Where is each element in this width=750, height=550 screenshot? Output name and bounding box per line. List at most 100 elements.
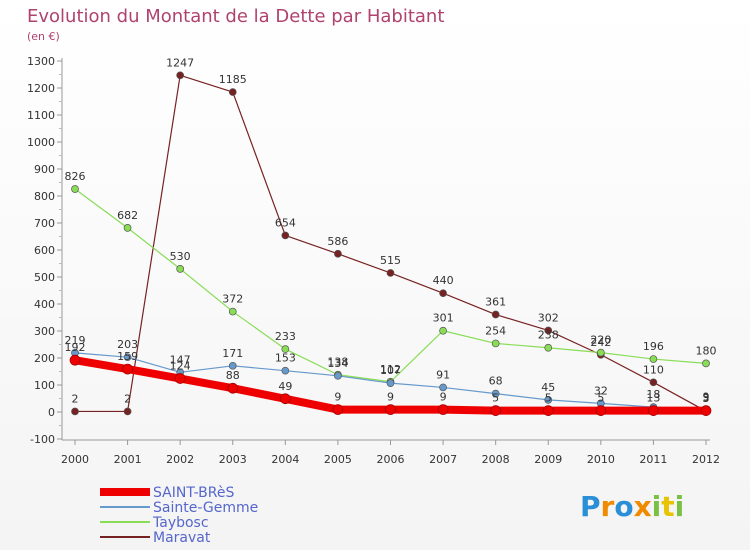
data-point xyxy=(123,353,132,362)
x-tick-label: 2012 xyxy=(692,453,720,466)
data-point xyxy=(439,326,447,335)
data-label: 107 xyxy=(380,364,401,377)
x-tick-label: 2006 xyxy=(377,453,405,466)
data-label: 1247 xyxy=(166,56,194,69)
y-tick-label: 0 xyxy=(48,406,55,419)
data-label: 49 xyxy=(278,380,292,393)
legend-label: Taybosc xyxy=(152,515,209,531)
data-label: 91 xyxy=(436,368,450,381)
data-point xyxy=(544,326,553,335)
x-tick-label: 2011 xyxy=(639,453,667,466)
y-tick-label: 1200 xyxy=(27,82,55,95)
data-label: 238 xyxy=(538,329,559,342)
x-tick-label: 2000 xyxy=(61,453,89,466)
data-point xyxy=(69,354,81,366)
data-label: 124 xyxy=(170,360,191,373)
data-label: 13 xyxy=(646,392,660,405)
x-tick-label: 2004 xyxy=(271,453,299,466)
y-tick-label: 1300 xyxy=(27,55,55,68)
data-label: 138 xyxy=(327,356,348,369)
data-label: 515 xyxy=(380,254,401,267)
data-label: 372 xyxy=(222,293,243,306)
data-label: 2 xyxy=(124,392,131,405)
series-taybosc xyxy=(71,185,710,386)
x-tick-label: 2003 xyxy=(219,453,247,466)
data-label: 9 xyxy=(334,391,341,404)
data-label: 242 xyxy=(590,336,611,349)
data-point xyxy=(491,389,500,398)
data-label: 203 xyxy=(117,338,138,351)
data-label: 5 xyxy=(597,392,604,405)
data-label: 18 xyxy=(646,388,660,401)
data-label: 32 xyxy=(594,384,608,397)
data-point xyxy=(228,88,237,96)
y-tick-label: -100 xyxy=(30,433,55,446)
x-tick-label: 2007 xyxy=(429,453,457,466)
data-point xyxy=(386,269,395,277)
data-label: 180 xyxy=(696,344,717,357)
y-tick-label: 800 xyxy=(34,190,55,203)
data-label: 9 xyxy=(703,391,710,404)
data-label: 171 xyxy=(222,347,243,360)
data-point xyxy=(490,405,502,416)
data-point xyxy=(122,363,133,375)
data-label: 112 xyxy=(380,363,401,376)
data-label: 134 xyxy=(327,357,348,370)
data-point xyxy=(227,382,239,394)
y-tick-label: 100 xyxy=(34,379,55,392)
y-tick-label: 1000 xyxy=(27,136,55,149)
data-point xyxy=(649,355,658,363)
data-label: 88 xyxy=(226,369,240,382)
data-point xyxy=(439,383,447,392)
y-ticks: -100 0 100 200 300 400 500 600 700 800 900 1000 1100… xyxy=(27,55,62,446)
data-point xyxy=(176,265,185,273)
data-label: 586 xyxy=(327,235,348,248)
chart-title: Evolution du Montant de la Dette par Hab… xyxy=(27,6,444,27)
data-label: 147 xyxy=(170,353,191,366)
data-label: 2 xyxy=(72,392,79,405)
data-point xyxy=(544,343,553,352)
data-label: 9 xyxy=(440,391,447,404)
data-label: 196 xyxy=(643,340,664,353)
x-tick-label: 2010 xyxy=(587,453,615,466)
data-point xyxy=(595,405,607,416)
data-label: 361 xyxy=(485,296,506,309)
data-label: 233 xyxy=(275,330,296,343)
data-point xyxy=(544,396,553,404)
data-point xyxy=(491,339,500,348)
x-ticks: 2000 2001 2002 2003 2004 2005 2006 2007 2008 2009… xyxy=(61,440,720,466)
data-label: 9 xyxy=(387,391,394,404)
y-tick-label: 1100 xyxy=(27,109,55,122)
watermark-text: Proxiti xyxy=(580,490,684,523)
data-point xyxy=(596,348,605,357)
y-tick-label: 200 xyxy=(34,352,55,365)
data-label: 440 xyxy=(433,274,454,287)
data-point xyxy=(123,407,132,416)
data-label: 45 xyxy=(541,381,555,394)
proxiti-logo: Proxiti xyxy=(580,490,684,523)
data-label: 192 xyxy=(65,341,86,354)
data-point xyxy=(281,366,290,375)
data-point xyxy=(386,379,395,387)
data-label: 682 xyxy=(117,209,138,222)
data-point xyxy=(123,224,132,232)
data-point xyxy=(385,404,396,415)
legend-label: SAINT-BRèS xyxy=(153,485,234,501)
data-point xyxy=(332,404,344,415)
y-tick-label: 700 xyxy=(34,217,55,230)
data-point xyxy=(439,289,447,298)
y-tick-label: 400 xyxy=(34,298,55,311)
data-label: 159 xyxy=(117,350,138,363)
data-label: 5 xyxy=(545,392,552,405)
series-layer xyxy=(69,71,712,416)
data-label: 530 xyxy=(170,250,191,263)
data-point xyxy=(281,231,290,240)
x-tick-label: 2008 xyxy=(482,453,510,466)
legend-label: Maravat xyxy=(153,530,211,546)
y-tick-label: 600 xyxy=(34,244,55,257)
data-point xyxy=(281,345,290,353)
data-label: 5 xyxy=(492,392,499,405)
